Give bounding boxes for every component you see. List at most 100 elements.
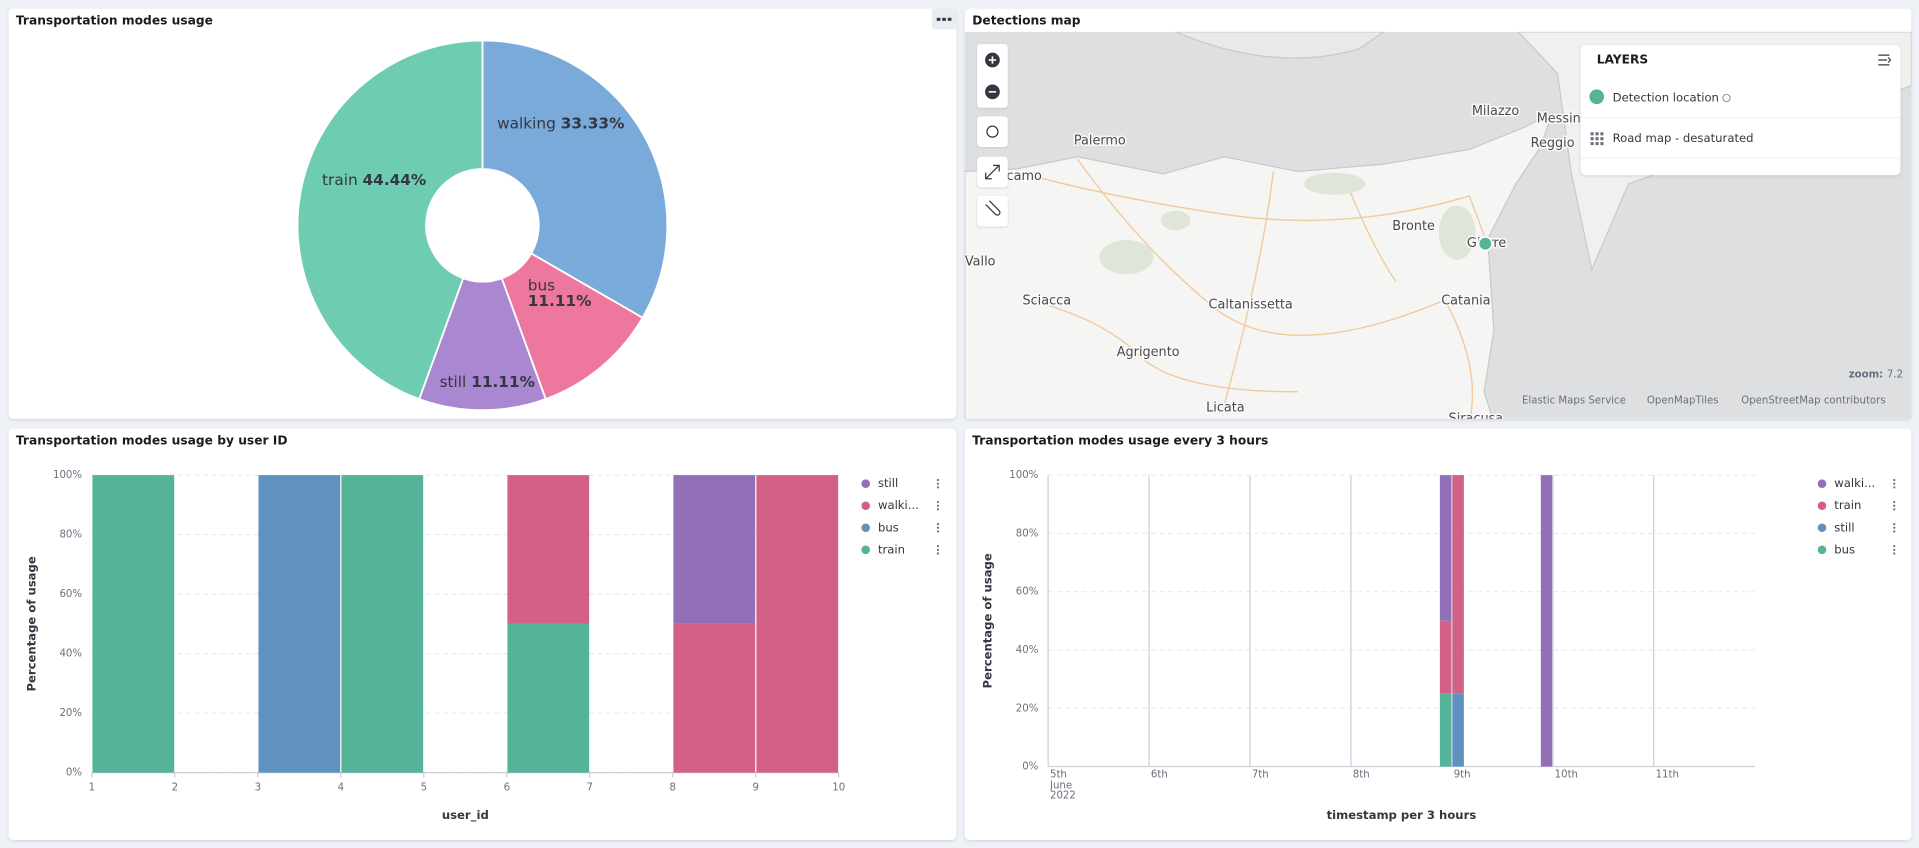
slice-value: 33.33% xyxy=(561,114,625,132)
x-tick-text: 8th xyxy=(1352,768,1370,781)
x-tick-label: 10 xyxy=(832,782,845,793)
attribution[interactable]: OpenMapTiles xyxy=(1647,395,1719,406)
legend-menu-dot xyxy=(936,504,940,507)
zoom-controls[interactable] xyxy=(977,44,1008,108)
y-tick-label: 20% xyxy=(1016,703,1039,714)
fullscreen-icon xyxy=(985,164,1000,180)
place-label: Siracusa xyxy=(1449,411,1504,426)
y-tick-label: 100% xyxy=(1009,470,1038,481)
legend-swatch xyxy=(861,545,870,555)
legend-label[interactable]: bus xyxy=(1834,542,1855,556)
menu-dots xyxy=(936,17,952,21)
attribution[interactable]: OpenStreetMap contributors xyxy=(1741,395,1885,406)
legend-menu-dot xyxy=(1893,552,1896,555)
legend-swatch xyxy=(1817,545,1827,555)
legend-menu-dot xyxy=(936,482,940,485)
attribution[interactable]: Elastic Maps Service xyxy=(1522,395,1626,406)
panel-title: Transportation modes usage xyxy=(16,13,213,27)
pie-slice xyxy=(296,39,484,401)
x-tick-label: 9 xyxy=(753,782,759,793)
legend-menu-dot xyxy=(1893,504,1896,507)
x-tick-label: 8th xyxy=(1352,768,1370,781)
y-tick-label: 60% xyxy=(1016,587,1039,598)
legend-menu-dot xyxy=(936,486,940,489)
slice-label: bus 11.11% xyxy=(528,276,592,310)
place-label: Bronte xyxy=(1392,219,1435,234)
x-tick-label: 6th xyxy=(1150,768,1168,781)
x-tick-text: 5th June 2022 xyxy=(1049,768,1076,801)
pie-slice xyxy=(500,252,644,401)
legend-label[interactable]: train xyxy=(878,542,905,556)
y-tick-label: 0% xyxy=(1022,762,1038,773)
legend-menu-dot xyxy=(936,508,940,511)
y-tick-label: 40% xyxy=(1016,645,1039,656)
legend-swatch xyxy=(861,479,870,488)
pie-slice xyxy=(481,39,669,320)
y-tick-label: 60% xyxy=(59,589,82,600)
place-label: Reggio xyxy=(1531,136,1575,151)
legend-menu-dot xyxy=(1893,522,1896,526)
map-roads xyxy=(1016,158,1489,419)
layer-icon xyxy=(1590,132,1604,146)
zoom-in-icon xyxy=(988,56,997,64)
layer-icon xyxy=(1589,89,1605,105)
legend-menu-dot xyxy=(1893,508,1896,511)
place-label: Palermo xyxy=(1074,133,1126,148)
legend-menu-dot xyxy=(1893,486,1896,489)
layers-title: LAYERS xyxy=(1597,53,1649,67)
layers-panel xyxy=(1580,45,1901,176)
place-label: Caltanissetta xyxy=(1209,297,1293,312)
bar-segment xyxy=(756,475,839,773)
zoom-value: 7.2 xyxy=(1887,370,1903,381)
bar-segment xyxy=(1439,693,1452,767)
x-tick-text: 6th xyxy=(1150,768,1168,781)
slice-label: train 44.44% xyxy=(322,171,426,189)
map-places: MilazzoMessinReggioPalermocamoBronteGiar… xyxy=(965,102,1582,426)
slice-value: 44.44% xyxy=(363,171,427,189)
map[interactable]: MilazzoMessinReggioPalermocamoBronteGiar… xyxy=(964,31,1912,426)
map-controls: LAYERS Detection location Road map - des… xyxy=(977,44,1903,406)
x-tick-text: 11th xyxy=(1655,768,1679,781)
map-land xyxy=(964,111,1554,419)
bar-segment xyxy=(1452,475,1464,694)
legend-swatch xyxy=(1817,479,1827,488)
layer-name[interactable]: Road map - desaturated xyxy=(1613,131,1754,145)
collapse-icon[interactable] xyxy=(1878,54,1892,66)
y-tick-label: 100% xyxy=(53,470,82,481)
x-tick-label: 10th xyxy=(1555,769,1578,779)
pie-slice xyxy=(418,277,547,412)
place-label: camo xyxy=(1007,169,1042,184)
legend-label[interactable]: train xyxy=(1834,498,1861,512)
place-label: Agrigento xyxy=(1117,345,1180,360)
x-tick-label: 5 xyxy=(421,782,427,793)
legend-menu-dot xyxy=(936,500,940,504)
y-axis-label: Percentage of usage xyxy=(981,553,995,688)
layer-name[interactable]: Detection location xyxy=(1613,90,1719,104)
legend-swatch xyxy=(861,501,870,511)
y-tick-label: 20% xyxy=(59,708,82,719)
legend-label[interactable]: still xyxy=(1834,520,1854,534)
legend-label[interactable]: walki... xyxy=(878,498,919,512)
legend-swatch xyxy=(861,523,870,533)
bar-segment xyxy=(92,475,175,773)
legend-menu-dot xyxy=(1893,526,1896,529)
bar-segment xyxy=(1452,693,1464,767)
x-tick-label: 6 xyxy=(504,782,510,793)
bar-segment xyxy=(507,623,590,773)
legend-menu-dot xyxy=(1893,545,1896,548)
locate-button[interactable] xyxy=(977,116,1008,147)
detection-point[interactable] xyxy=(1477,236,1493,252)
x-axis-label: timestamp per 3 hours xyxy=(1327,808,1477,822)
legend-label[interactable]: bus xyxy=(878,520,899,534)
bar-segment xyxy=(673,475,756,624)
legend-label[interactable]: still xyxy=(878,476,898,490)
legend-menu-dot xyxy=(936,478,940,482)
slice-name: train xyxy=(322,171,358,189)
y-tick-label: 80% xyxy=(59,530,82,541)
legend-label[interactable]: walki... xyxy=(1834,476,1875,490)
y-tick-label: 0% xyxy=(66,768,82,779)
x-tick-label: 2 xyxy=(172,782,178,793)
bar-segment xyxy=(673,623,756,773)
legend-menu-dot xyxy=(1893,500,1896,504)
y-tick-label: 40% xyxy=(59,649,82,660)
